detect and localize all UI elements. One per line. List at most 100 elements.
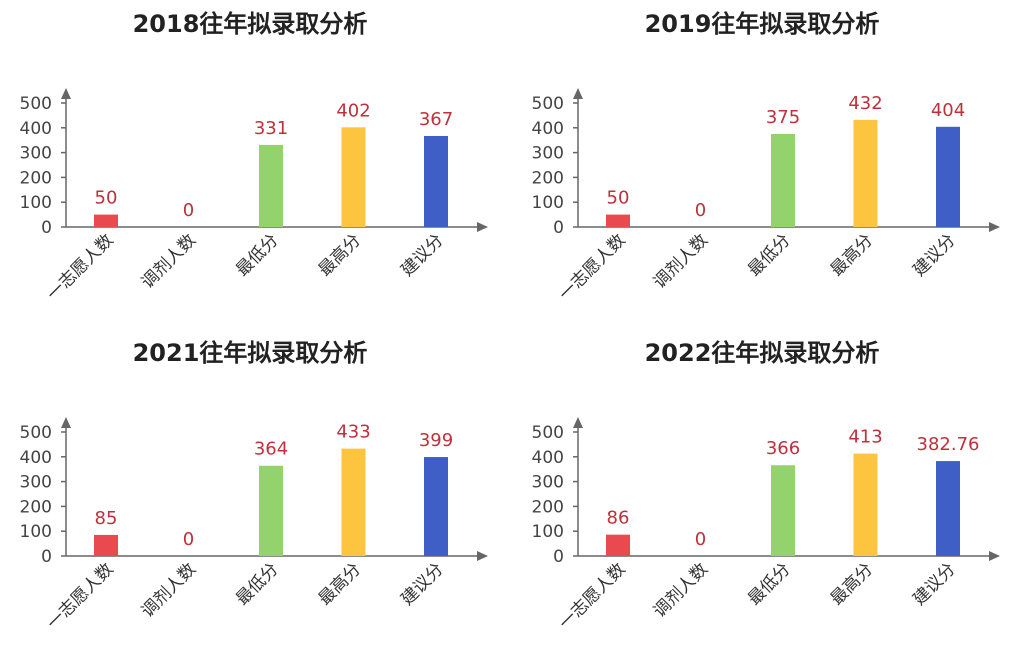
bar-value-label: 404: [931, 100, 965, 121]
x-axis-arrow-icon: [989, 222, 1000, 232]
category-label: 一志愿人数: [555, 230, 629, 304]
y-tick-label: 0: [41, 218, 52, 238]
category-label: 最低分: [232, 230, 282, 280]
category-label: 最低分: [232, 559, 282, 609]
bar: [94, 214, 118, 227]
bar-value-label: 331: [254, 118, 288, 139]
y-tick-label: 200: [532, 497, 564, 517]
bar: [424, 457, 448, 556]
bar: [771, 134, 795, 227]
y-tick-label: 100: [532, 193, 564, 213]
category-label: 建议分: [397, 230, 447, 280]
category-label: 建议分: [909, 230, 959, 280]
category-label: 调剂人数: [650, 559, 712, 621]
chart-title: 2021往年拟录取分析: [133, 339, 368, 367]
bar: [259, 144, 283, 227]
bar-value-label: 0: [695, 200, 706, 221]
y-axis-arrow-icon: [61, 88, 71, 99]
bar-value-label: 399: [419, 430, 453, 451]
category-label: 最高分: [827, 559, 877, 609]
chart-title: 2022往年拟录取分析: [645, 339, 880, 367]
y-axis-arrow-icon: [573, 417, 583, 428]
bar-value-label: 382.76: [917, 434, 980, 455]
bar-value-label: 50: [607, 188, 630, 209]
bar: [424, 135, 448, 227]
y-tick-label: 400: [532, 448, 564, 468]
bar: [853, 453, 878, 556]
category-label: 建议分: [397, 559, 447, 609]
y-tick-label: 300: [532, 144, 564, 164]
category-label: 建议分: [909, 559, 959, 609]
category-label: 调剂人数: [650, 230, 712, 292]
bar-value-label: 0: [183, 529, 194, 550]
y-tick-label: 500: [532, 94, 564, 114]
chart-svg: 2019往年拟录取分析010020030040050050一志愿人数0调剂人数3…: [532, 10, 1000, 305]
category-label: 最低分: [744, 230, 794, 280]
bar: [853, 119, 878, 227]
bar-value-label: 375: [766, 107, 800, 128]
y-tick-label: 0: [553, 218, 564, 238]
y-tick-label: 400: [20, 119, 52, 139]
chart-2019: 2019往年拟录取分析 0 100 200 300 400 500 50 一志愿人数 0 调剂人数 3…: [512, 0, 1024, 328]
x-axis-arrow-icon: [477, 222, 488, 232]
category-label: 一志愿人数: [555, 559, 629, 633]
bar-value-label: 0: [183, 200, 194, 221]
bar-value-label: 367: [419, 109, 453, 130]
category-label: 最高分: [315, 230, 365, 280]
y-tick-label: 300: [532, 473, 564, 493]
category-label: 调剂人数: [138, 559, 200, 621]
y-tick-label: 400: [20, 448, 52, 468]
y-tick-label: 500: [20, 94, 52, 114]
chart-svg: 2021往年拟录取分析010020030040050085一志愿人数0调剂人数3…: [20, 339, 488, 634]
bar: [606, 534, 630, 556]
y-tick-label: 300: [20, 473, 52, 493]
y-tick-label: 500: [532, 423, 564, 443]
y-tick-label: 300: [20, 144, 52, 164]
category-label: 一志愿人数: [43, 559, 117, 633]
y-tick-label: 100: [532, 522, 564, 542]
y-tick-label: 400: [532, 119, 564, 139]
y-tick-label: 200: [532, 168, 564, 188]
bar-value-label: 50: [95, 188, 118, 209]
category-label: 调剂人数: [138, 230, 200, 292]
bar: [259, 465, 283, 556]
y-tick-label: 100: [20, 193, 52, 213]
bar-value-label: 0: [695, 529, 706, 550]
x-axis-arrow-icon: [989, 551, 1000, 561]
bar-value-label: 413: [848, 427, 882, 448]
y-tick-label: 500: [20, 423, 52, 443]
bar: [606, 214, 630, 227]
y-tick-label: 200: [20, 497, 52, 517]
chart-svg: 2022往年拟录取分析010020030040050086一志愿人数0调剂人数3…: [532, 339, 1000, 634]
chart-title: 2018往年拟录取分析: [133, 10, 368, 38]
x-axis-arrow-icon: [477, 551, 488, 561]
chart-title: 2019往年拟录取分析: [645, 10, 880, 38]
bar: [341, 448, 366, 556]
bar: [94, 534, 118, 556]
bar: [936, 461, 960, 556]
category-label: 最高分: [827, 230, 877, 280]
bar-value-label: 402: [336, 100, 370, 121]
bar: [341, 127, 366, 227]
chart-2021: 2021往年拟录取分析 0 100 200 300 400 500 85 一志愿人数 0 调剂人数 3…: [0, 329, 512, 657]
y-tick-label: 0: [553, 547, 564, 567]
bar: [936, 126, 960, 227]
bar: [771, 465, 795, 556]
category-label: 最低分: [744, 559, 794, 609]
y-tick-label: 0: [41, 547, 52, 567]
chart-2018: 2018往年拟录取分析 0 100 200 300 400 500 50 一志愿人数 0 调剂人数 3…: [0, 0, 512, 328]
y-tick-label: 100: [20, 522, 52, 542]
y-axis-arrow-icon: [61, 417, 71, 428]
bar-value-label: 85: [95, 508, 118, 529]
category-label: 最高分: [315, 559, 365, 609]
chart-2022: 2022往年拟录取分析 0 100 200 300 400 500 86 一志愿人数 0 调剂人数 3…: [512, 329, 1024, 657]
bar-value-label: 86: [607, 508, 630, 529]
y-tick-label: 200: [20, 168, 52, 188]
bar-value-label: 433: [336, 422, 370, 443]
category-label: 一志愿人数: [43, 230, 117, 304]
bar-value-label: 432: [848, 93, 882, 114]
bar-value-label: 364: [254, 439, 288, 460]
bar-value-label: 366: [766, 438, 800, 459]
y-axis-arrow-icon: [573, 88, 583, 99]
chart-svg: 2018往年拟录取分析010020030040050050一志愿人数0调剂人数3…: [20, 10, 488, 305]
